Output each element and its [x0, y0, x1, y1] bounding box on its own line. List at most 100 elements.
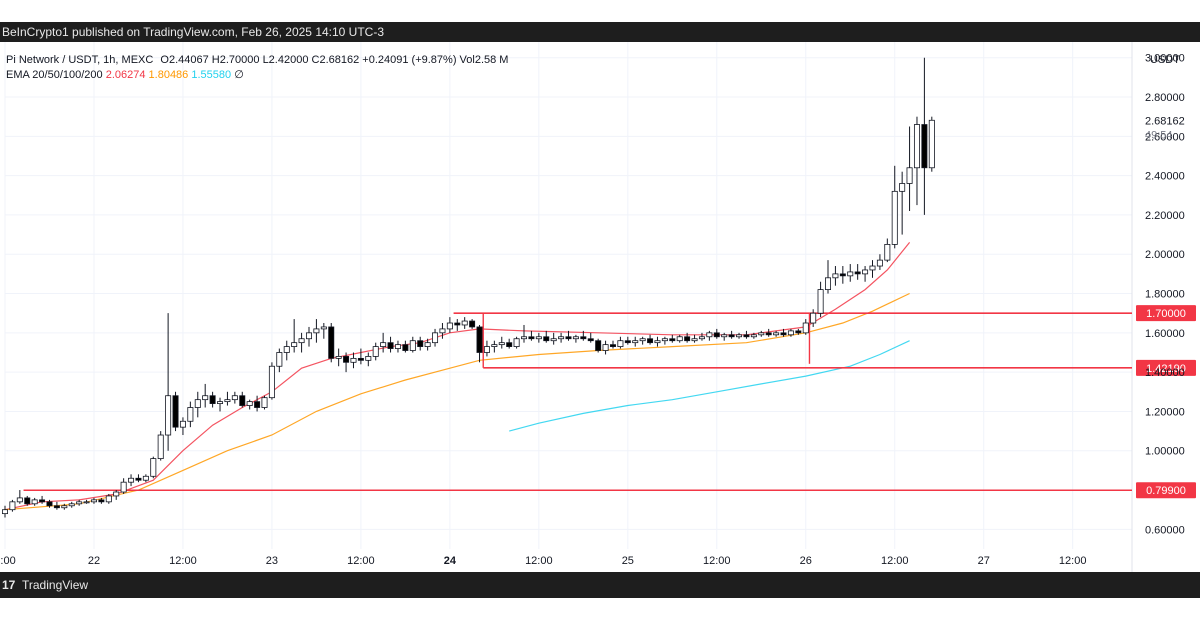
candle-body: [202, 395, 209, 401]
candle-body: [98, 499, 105, 503]
candle-body: [179, 420, 186, 428]
ema-legend: EMA 20/50/100/200 2.06274 1.80486 1.5558…: [6, 68, 244, 81]
time-tick-label: 26: [800, 555, 812, 567]
volume-value: Vol2.58 M: [459, 54, 509, 66]
time-tick-label: 22: [88, 555, 100, 567]
candle-body: [713, 332, 720, 338]
candle-body: [61, 505, 68, 509]
price-tick-label: 1.40000: [1145, 367, 1185, 379]
candle-body: [424, 342, 431, 347]
candle-body: [53, 505, 60, 509]
candle-body: [839, 273, 846, 277]
candle-body: [795, 330, 802, 334]
price-tick-label: 1.60000: [1145, 328, 1185, 340]
candle-body: [432, 332, 439, 344]
candle-body: [595, 340, 602, 351]
publisher-line: BeInCrypto1 published on TradingView.com…: [2, 25, 385, 39]
candle-body: [461, 320, 468, 326]
ema-label[interactable]: EMA 20/50/100/200: [6, 69, 103, 81]
symbol-label[interactable]: Pi Network / USDT, 1h, MEXC: [6, 54, 154, 66]
visibility-icon[interactable]: ∅: [234, 69, 244, 81]
candle-body: [194, 399, 201, 408]
candle-body: [165, 395, 172, 436]
candle-body: [76, 501, 83, 505]
time-tick-label: 12:00: [169, 555, 197, 567]
candle-body: [869, 265, 876, 271]
time-tick-label: 12:00: [703, 555, 731, 567]
time-tick-label: 24: [444, 555, 457, 567]
candle-body: [39, 499, 46, 503]
time-axis: 2:00 22 12:00 23 12:00 24 12:00 25 12:00 26 12:00 2…: [0, 555, 1086, 567]
candle-body: [291, 342, 298, 347]
candle-body: [224, 399, 231, 403]
price-tick-label: 2.00000: [1145, 249, 1185, 261]
price-chart[interactable]: 1.70000 1.42190 0.79900 0.60000 1.00000 1.20…: [0, 42, 1200, 572]
candle-body: [832, 273, 839, 279]
candle-body: [550, 338, 557, 342]
tradingview-logo-icon[interactable]: 17: [2, 578, 16, 592]
candle-body: [9, 501, 16, 511]
candle-body: [16, 497, 23, 503]
candle-body: [31, 499, 38, 505]
price-tick-label: 2.20000: [1145, 210, 1185, 222]
candle-body: [372, 346, 379, 357]
change-value: +0.24091 (+9.87%): [362, 54, 457, 66]
level-price-label: 1.42190: [1146, 363, 1186, 375]
open-value: O2.44067: [160, 54, 209, 66]
candle-body: [83, 501, 90, 504]
candle-body: [535, 336, 542, 340]
candle-body: [320, 326, 327, 330]
time-tick-label: 12:00: [1059, 555, 1087, 567]
candle-body: [632, 340, 639, 344]
candle-body: [498, 342, 505, 346]
candle-body: [669, 338, 676, 342]
candle-body: [2, 509, 8, 515]
last-price-label: 2.68162: [1145, 115, 1185, 127]
candle-body: [698, 336, 705, 340]
candle-body: [46, 501, 53, 507]
published-by-bar: BeInCrypto1 published on TradingView.com…: [0, 22, 1200, 42]
level-price-tag: [1136, 359, 1196, 376]
candle-body: [661, 338, 668, 342]
candle-body: [394, 344, 401, 349]
candle-body: [580, 336, 587, 340]
close-value: C2.68162: [311, 54, 360, 66]
time-tick-label: 27: [978, 555, 990, 567]
candle-body: [721, 334, 728, 338]
candle-body: [90, 499, 97, 503]
candle-body: [884, 244, 891, 261]
level-price-label: 0.79900: [1146, 485, 1186, 497]
candle-body: [684, 336, 691, 342]
chart-area[interactable]: [0, 42, 1200, 572]
candle-body: [68, 503, 75, 507]
candle-body: [157, 434, 164, 460]
candle-body: [120, 481, 127, 493]
chart-grid: [4, 42, 1133, 572]
price-tick-label: 3.00000: [1145, 53, 1185, 65]
candle-body: [558, 336, 565, 340]
tradingview-brand[interactable]: TradingView: [22, 578, 89, 592]
candle-body: [521, 336, 528, 340]
candle-body: [357, 357, 364, 361]
candle-body: [483, 346, 490, 353]
candle-body: [409, 340, 416, 351]
price-tick-label: 2.60000: [1145, 131, 1185, 143]
tradingview-footer: 17 TradingView: [0, 572, 1200, 598]
candle-body: [380, 342, 387, 347]
candle-body: [113, 491, 120, 497]
candle-body: [676, 336, 683, 342]
candle-body: [513, 338, 520, 347]
high-value: H2.70000: [211, 54, 260, 66]
price-axis-unit[interactable]: USDT: [1150, 54, 1180, 66]
candle-body: [261, 397, 268, 408]
candle-body: [328, 326, 335, 359]
candle-body: [802, 322, 809, 334]
ema-line-ema20: [4, 242, 911, 511]
candle-body: [817, 289, 824, 314]
candle-body: [928, 119, 935, 169]
candle-body: [565, 336, 572, 340]
candle-body: [750, 334, 757, 338]
candle-countdown: 49:54: [1145, 129, 1173, 141]
candle-body: [417, 340, 424, 347]
candle-body: [921, 124, 928, 169]
